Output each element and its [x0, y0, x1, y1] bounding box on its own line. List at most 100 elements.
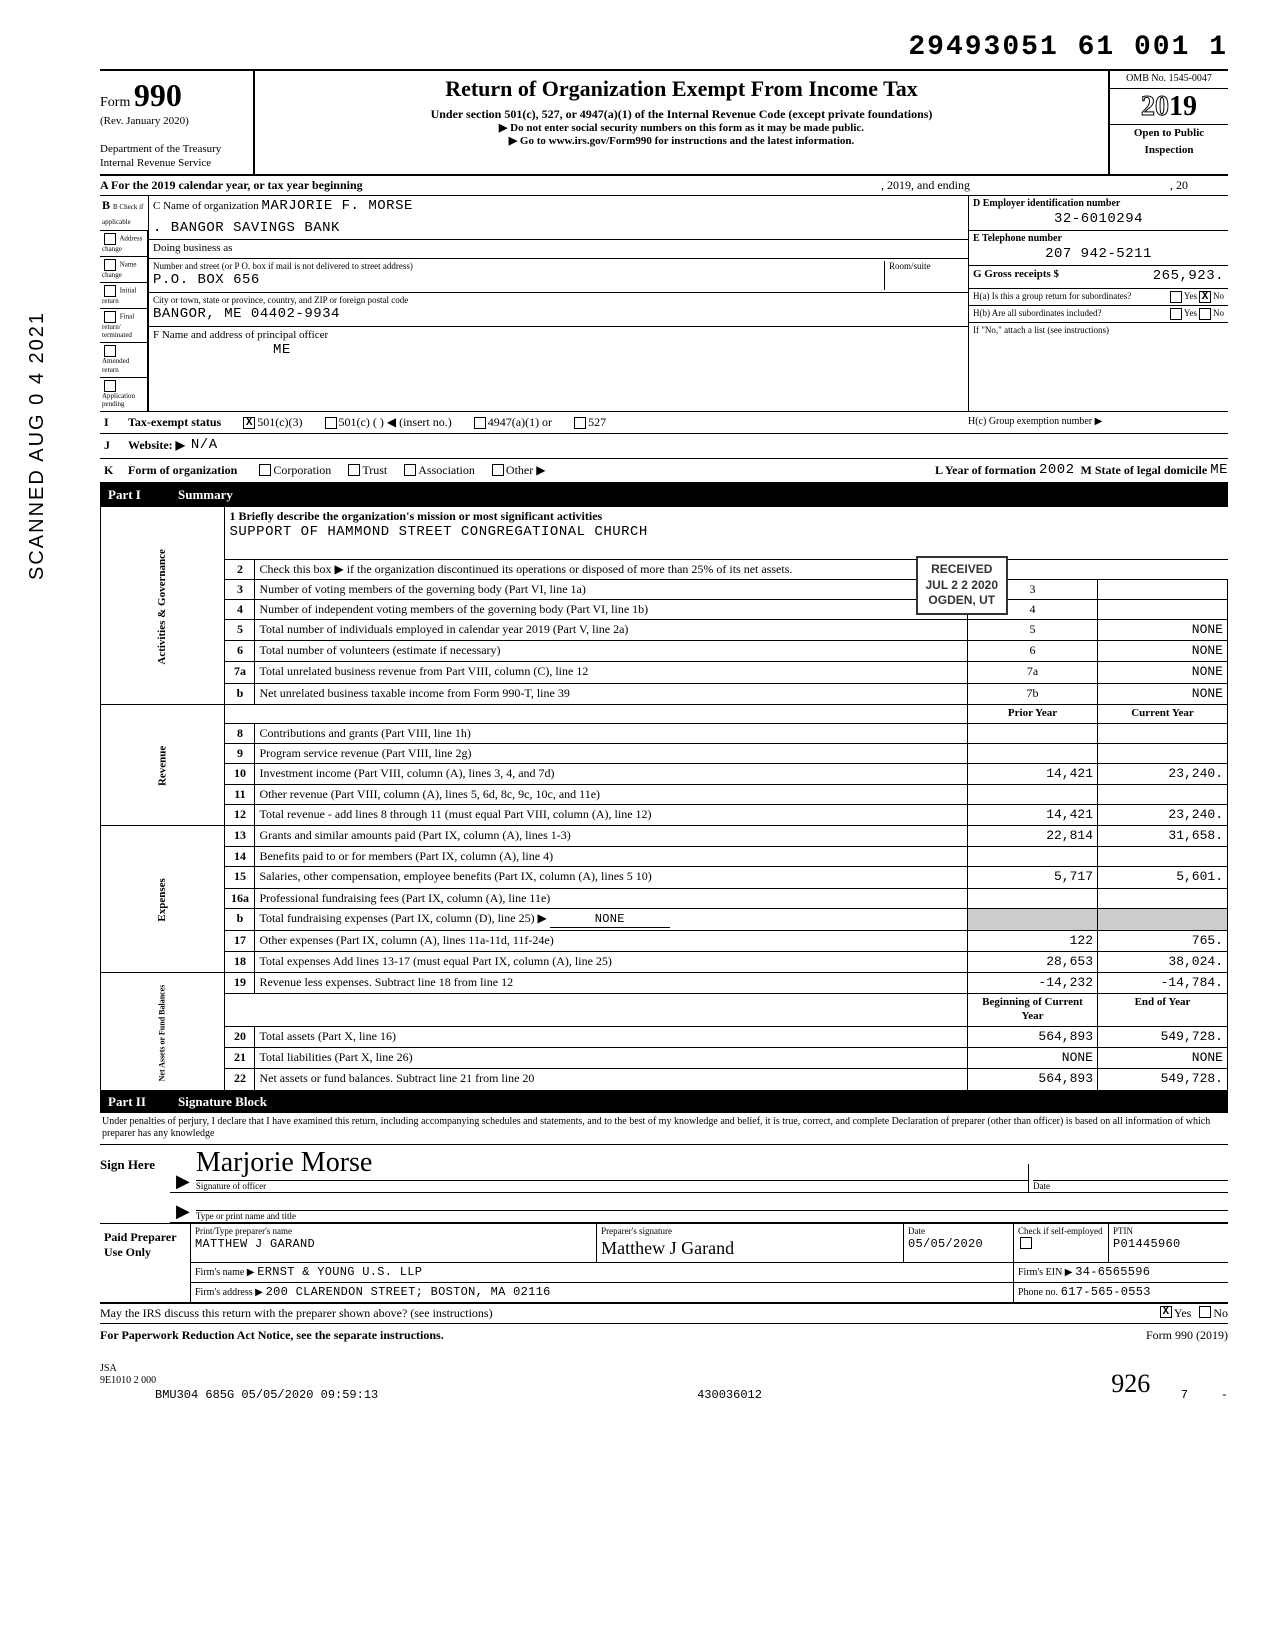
chk-name-change[interactable]: Name change — [100, 256, 148, 282]
discuss-yes-box[interactable]: X — [1160, 1306, 1172, 1318]
c18: 38,024. — [1098, 951, 1228, 972]
val-7a: NONE — [1098, 662, 1228, 683]
line-15: Salaries, other compensation, employee b… — [255, 867, 968, 888]
prep-date: 05/05/2020 — [908, 1237, 1009, 1252]
l-label: L Year of formation — [935, 463, 1036, 478]
p18: 28,653 — [968, 951, 1098, 972]
gross-receipts: 265,923. — [1153, 268, 1224, 286]
chk-amended[interactable]: Amended return — [100, 342, 148, 377]
chk-4947[interactable] — [474, 417, 486, 429]
discuss-no-box[interactable] — [1199, 1306, 1211, 1318]
chk-corp[interactable] — [259, 464, 271, 476]
line-18: Total expenses Add lines 13-17 (must equ… — [255, 951, 968, 972]
line-a-suf: , 20 — [1170, 178, 1188, 193]
perjury-statement: Under penalties of perjury, I declare th… — [100, 1113, 1228, 1145]
line-12: Total revenue - add lines 8 through 11 (… — [255, 804, 968, 825]
line-a: A For the 2019 calendar year, or tax yea… — [100, 176, 1228, 196]
prep-date-hdr: Date — [908, 1226, 1009, 1237]
ha-yes: Yes — [1184, 291, 1197, 303]
line-7b: Net unrelated business taxable income fr… — [255, 683, 968, 704]
website-value: N/A — [191, 437, 218, 455]
chk-final-return[interactable]: Final return/ terminated — [100, 308, 148, 343]
j-letter: J — [100, 438, 128, 453]
year-prefix: 20 — [1141, 91, 1169, 122]
chk-assoc[interactable] — [404, 464, 416, 476]
line-1-label: 1 Briefly describe the organization's mi… — [229, 509, 602, 523]
chk-other[interactable] — [492, 464, 504, 476]
officer-signature: Marjorie Morse — [196, 1145, 1028, 1180]
hc-label: H(c) Group exemption number ▶ — [968, 416, 1228, 429]
arrow-icon-2: ▶ — [170, 1200, 196, 1223]
discuss-no: No — [1213, 1306, 1228, 1321]
chk-application-pending[interactable]: Application pending — [100, 377, 148, 412]
c19: -14,784. — [1098, 973, 1228, 994]
ha-yes-box[interactable] — [1170, 291, 1182, 303]
ptin-hdr: PTIN — [1113, 1226, 1224, 1237]
p15: 5,717 — [968, 867, 1098, 888]
state-domicile: ME — [1210, 462, 1228, 480]
firm-name: ERNST & YOUNG U.S. LLP — [257, 1265, 422, 1279]
h-note: If "No," attach a list (see instructions… — [969, 323, 1228, 338]
i-letter: I — [100, 415, 128, 430]
hb-yes-box[interactable] — [1170, 308, 1182, 320]
firm-addr-lbl: Firm's address ▶ — [195, 1287, 263, 1298]
line-7a: Total unrelated business revenue from Pa… — [255, 662, 968, 683]
col-prior: Prior Year — [968, 704, 1098, 723]
prep-name: MATTHEW J GARAND — [195, 1237, 592, 1252]
dln-number: 29493051 61 001 1 — [100, 30, 1228, 65]
irs-label: Internal Revenue Service — [100, 157, 247, 171]
c10: 23,240. — [1098, 763, 1228, 784]
scanned-stamp: SCANNED AUG 0 4 2021 — [25, 311, 50, 580]
page-num: 7 — [1181, 1388, 1188, 1421]
c13: 31,658. — [1098, 826, 1228, 847]
col-eoy: End of Year — [1098, 994, 1228, 1027]
hb-no-box[interactable] — [1199, 308, 1211, 320]
chk-501c3[interactable]: X — [243, 417, 255, 429]
firm-addr: 200 CLARENDON STREET; BOSTON, MA 02116 — [266, 1285, 551, 1299]
received-stamp: RECEIVED JUL 2 2 2020 OGDEN, UT — [916, 556, 1009, 615]
chk-trust[interactable] — [348, 464, 360, 476]
mission-text: SUPPORT OF HAMMOND STREET CONGREGATIONAL… — [229, 524, 647, 540]
val-6: NONE — [1098, 641, 1228, 662]
opt-corp: Corporation — [273, 463, 331, 478]
part-1-header: Part I Summary — [100, 484, 1228, 506]
c-label: C Name of organization — [153, 200, 259, 212]
ha-no-box[interactable]: X — [1199, 291, 1211, 303]
form-label: Form — [100, 95, 130, 110]
p10: 14,421 — [968, 763, 1098, 784]
m-label: M State of legal domicile — [1081, 463, 1208, 478]
line-4: Number of independent voting members of … — [255, 599, 968, 619]
prep-name-hdr: Print/Type preparer's name — [195, 1226, 592, 1237]
org-name-2: . BANGOR SAVINGS BANK — [153, 220, 340, 236]
bmu-line: BMU304 685G 05/05/2020 09:59:13 — [155, 1388, 378, 1421]
chk-527[interactable] — [574, 417, 586, 429]
chk-501c[interactable] — [325, 417, 337, 429]
arrow-icon: ▶ — [170, 1170, 196, 1193]
chk-self-employed[interactable] — [1020, 1237, 1032, 1249]
line-a-mid: , 2019, and ending — [881, 178, 970, 193]
k-letter: K — [100, 463, 128, 478]
line-10: Investment income (Part VIII, column (A)… — [255, 763, 968, 784]
val-4 — [1098, 599, 1228, 619]
chk-address-change[interactable]: Address change — [100, 230, 148, 256]
line-16b: Total fundraising expenses (Part IX, col… — [259, 911, 546, 925]
c17: 765. — [1098, 930, 1228, 951]
ha-no: No — [1213, 291, 1224, 303]
hand-number: 926 — [1081, 1368, 1181, 1401]
form-number: 990 — [134, 77, 182, 113]
line-13: Grants and similar amounts paid (Part IX… — [255, 826, 968, 847]
box-b-header: B B Check if applicable — [100, 196, 148, 230]
opt-501c3: 501(c)(3) — [257, 415, 302, 430]
vlabel-governance: Activities & Governance — [156, 549, 170, 664]
opt-501c: 501(c) ( ) ◀ (insert no.) — [339, 415, 452, 430]
ha-label: H(a) Is this a group return for subordin… — [973, 291, 1168, 303]
chk-initial-return[interactable]: Initial return — [100, 282, 148, 308]
section-b-through-h: B B Check if applicable Address change N… — [100, 196, 1228, 411]
opt-assoc: Association — [418, 463, 475, 478]
form-rev: (Rev. January 2020) — [100, 115, 247, 129]
website-label: Website: ▶ — [128, 438, 185, 453]
p13: 22,814 — [968, 826, 1098, 847]
mid-num: 430036012 — [378, 1388, 1081, 1421]
discuss-question: May the IRS discuss this return with the… — [100, 1306, 1158, 1321]
prep-sig-hdr: Preparer's signature — [601, 1226, 899, 1237]
